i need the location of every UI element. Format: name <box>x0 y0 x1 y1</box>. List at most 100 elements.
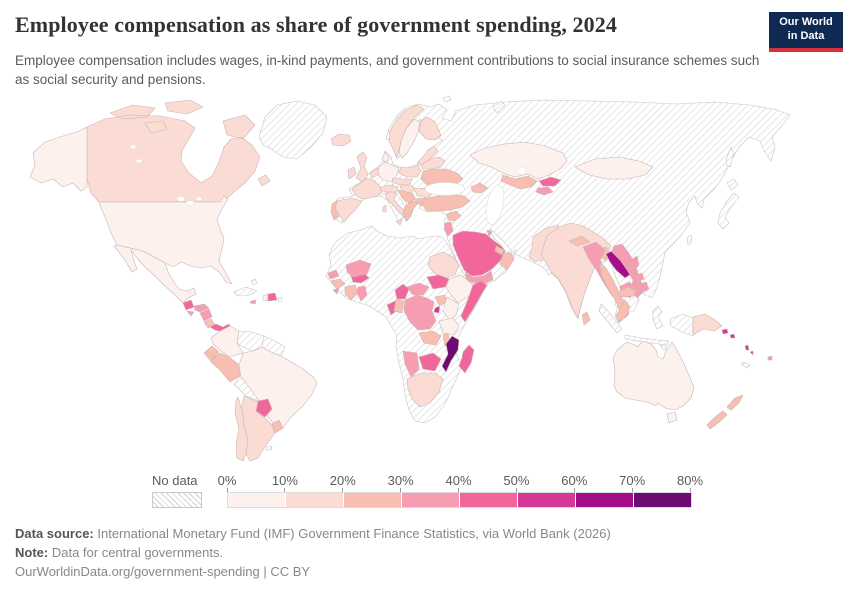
region-netherlands-belgium[interactable] <box>369 167 380 179</box>
legend-segment-20-30%[interactable] <box>344 493 402 507</box>
region-jamaica[interactable] <box>249 299 257 305</box>
region-poland[interactable] <box>398 164 422 178</box>
region-cameroon[interactable] <box>394 283 410 300</box>
region-sierra-leone[interactable] <box>332 287 340 295</box>
region-saudi-arabia[interactable] <box>452 230 506 277</box>
region-sudan[interactable] <box>427 251 460 280</box>
region-cote-divoire[interactable] <box>344 284 359 301</box>
region-denmark[interactable] <box>381 151 390 164</box>
region-australia[interactable] <box>612 340 695 424</box>
region-oman[interactable] <box>499 252 515 271</box>
region-united-kingdom[interactable] <box>355 151 369 183</box>
region-dominican-republic[interactable] <box>267 292 278 302</box>
region-belarus[interactable] <box>420 156 446 170</box>
legend-tick-40%: 40% <box>445 473 472 488</box>
legend-tickmark <box>515 488 517 492</box>
falkland-islands[interactable] <box>265 445 273 451</box>
region-vietnam[interactable] <box>611 243 644 299</box>
region-honduras[interactable] <box>193 303 210 313</box>
cuba[interactable] <box>233 286 258 297</box>
new-caledonia[interactable] <box>740 361 751 369</box>
world-map-svg <box>29 95 791 462</box>
region-czechia-slovakia[interactable] <box>391 177 413 186</box>
region-greece[interactable] <box>402 200 419 222</box>
legend-segment-70-80%[interactable] <box>634 493 691 507</box>
greenland[interactable] <box>258 100 328 160</box>
region-philippines[interactable] <box>630 255 650 294</box>
region-ireland[interactable] <box>347 166 357 180</box>
region-south-sudan[interactable] <box>426 274 450 290</box>
region-kuwait[interactable] <box>486 229 493 237</box>
legend-segment-60-70%[interactable] <box>576 493 634 507</box>
region-kazakhstan[interactable] <box>469 141 568 180</box>
region-new-zealand[interactable] <box>706 394 744 430</box>
region-papua-new-guinea[interactable] <box>692 313 723 336</box>
region-malaysia[interactable] <box>615 286 637 323</box>
caribbean-small-islands[interactable] <box>250 278 283 303</box>
region-madagascar[interactable] <box>458 344 475 374</box>
japan[interactable] <box>717 178 740 230</box>
region-sri-lanka[interactable] <box>581 311 591 326</box>
note-line: Note: Data for central governments. <box>15 543 835 562</box>
region-mexico[interactable] <box>113 244 197 304</box>
region-france[interactable] <box>351 177 383 200</box>
no-data-swatch[interactable] <box>152 492 202 508</box>
region-portugal[interactable] <box>330 200 340 221</box>
region-mongolia[interactable] <box>574 156 654 180</box>
region-fiji[interactable] <box>767 355 773 361</box>
legend-segment-10-20%[interactable] <box>286 493 344 507</box>
region-united-arab-emirates[interactable] <box>494 245 505 256</box>
region-el-salvador[interactable] <box>186 310 195 317</box>
region-mozambique[interactable] <box>441 335 460 373</box>
legend-segment-0-10%[interactable] <box>228 493 286 507</box>
region-switzerland-austria[interactable] <box>379 184 399 193</box>
region-brazil[interactable] <box>238 346 318 429</box>
region-solomon-islands[interactable] <box>721 328 736 339</box>
region-central-african-republic[interactable] <box>406 282 430 296</box>
region-tajikistan[interactable] <box>535 186 554 196</box>
region-south-africa[interactable] <box>406 372 444 408</box>
region-vanuatu[interactable] <box>744 344 754 356</box>
region-israel-jordan[interactable] <box>443 221 454 237</box>
region-ecuador[interactable] <box>203 345 220 362</box>
region-iceland[interactable] <box>330 133 352 147</box>
region-uzbekistan[interactable] <box>500 174 538 190</box>
region-dr-congo[interactable] <box>403 294 437 331</box>
region-rwanda-burundi[interactable] <box>433 305 441 314</box>
owid-logo[interactable]: Our World in Data <box>769 12 843 52</box>
legend-segment-40-50%[interactable] <box>460 493 518 507</box>
russia-far-islands[interactable] <box>442 95 735 168</box>
region-peru[interactable] <box>210 352 241 383</box>
region-kyrgyzstan[interactable] <box>538 176 562 187</box>
region-somalia[interactable] <box>460 280 488 323</box>
region-yemen[interactable] <box>464 270 494 286</box>
region-spain[interactable] <box>334 197 363 223</box>
region-chile[interactable] <box>234 396 249 462</box>
region-germany[interactable] <box>376 161 400 183</box>
taiwan[interactable] <box>686 234 693 246</box>
region-ghana[interactable] <box>356 285 368 302</box>
region-canada[interactable] <box>86 99 271 203</box>
region-thailand[interactable] <box>598 261 630 319</box>
region-mali[interactable] <box>345 259 372 278</box>
legend-segment-50-60%[interactable] <box>518 493 576 507</box>
attribution-text[interactable]: OurWorldinData.org/government-spending |… <box>15 564 311 579</box>
region-sweden[interactable] <box>398 118 421 159</box>
region-turkey[interactable] <box>420 193 471 212</box>
legend-segment-30-40%[interactable] <box>402 493 460 507</box>
region-colombia[interactable] <box>210 325 244 358</box>
region-haiti[interactable] <box>262 293 269 302</box>
region-nicaragua[interactable] <box>199 308 213 322</box>
region-syria[interactable] <box>446 210 462 222</box>
region-nepal[interactable] <box>568 235 591 247</box>
region-senegal[interactable] <box>327 269 340 280</box>
region-zambia[interactable] <box>418 330 442 346</box>
region-congo[interactable] <box>393 298 405 314</box>
region-caucasus[interactable] <box>470 182 489 194</box>
region-guinea[interactable] <box>330 278 346 290</box>
region-ethiopia[interactable] <box>445 274 477 304</box>
region-finland[interactable] <box>418 116 442 141</box>
region-botswana[interactable] <box>418 352 442 372</box>
region-tanzania[interactable] <box>438 317 460 336</box>
region-namibia[interactable] <box>402 350 420 378</box>
